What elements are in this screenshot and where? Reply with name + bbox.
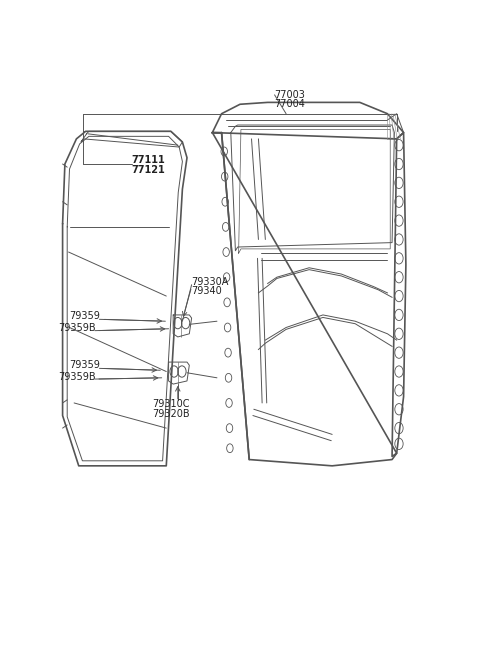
Text: 79340: 79340 bbox=[192, 286, 222, 296]
Text: 79330A: 79330A bbox=[192, 276, 229, 287]
Text: 77003: 77003 bbox=[275, 90, 305, 100]
Text: 79359: 79359 bbox=[70, 311, 100, 321]
Text: 79310C: 79310C bbox=[153, 400, 190, 409]
Text: 77121: 77121 bbox=[132, 164, 166, 175]
Text: 79359B: 79359B bbox=[58, 322, 96, 333]
Text: 77111: 77111 bbox=[132, 155, 166, 165]
Text: 79359: 79359 bbox=[70, 360, 100, 370]
Text: 77004: 77004 bbox=[275, 100, 305, 109]
Text: 79320B: 79320B bbox=[153, 409, 190, 419]
Text: 79359B: 79359B bbox=[58, 371, 96, 382]
